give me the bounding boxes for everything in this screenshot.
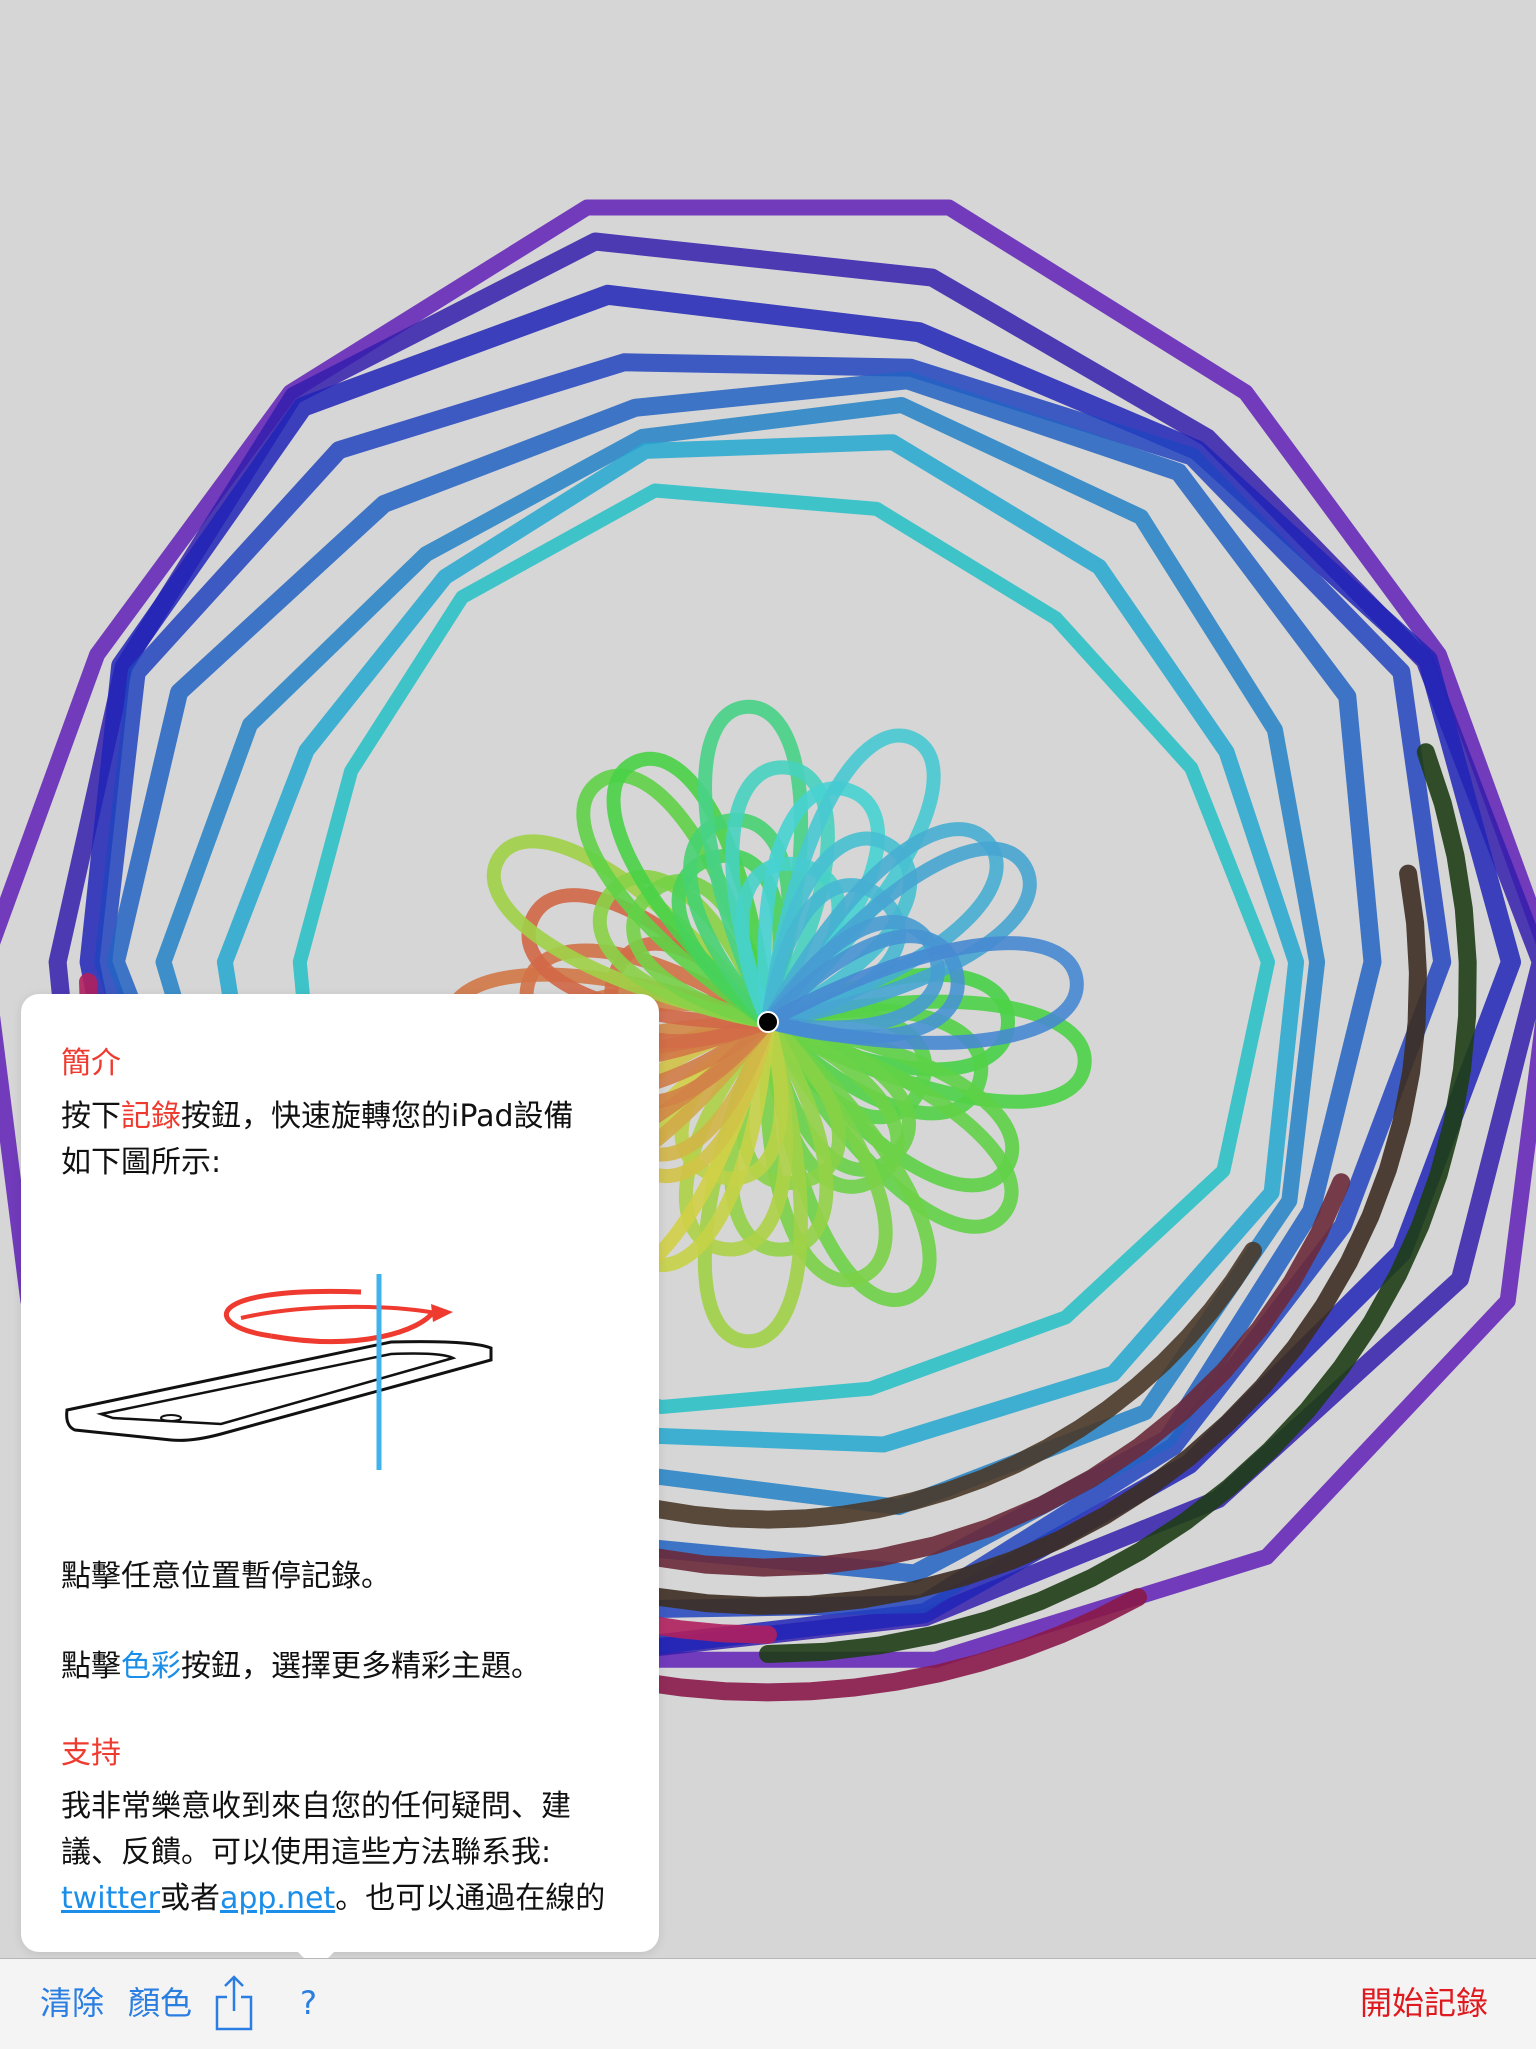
color-word: 色彩 [121,1649,181,1684]
outer-ring-stroke [48,232,1536,1663]
flower-petal-stroke [761,831,918,1029]
support-line1: 我非常樂意收到來自您的任何疑問、建 [61,1789,571,1824]
flower-petal-stroke [761,841,1037,1029]
support-tail: 。也可以通過在線的 [335,1881,606,1916]
support-line2: 議、反饋。可以使用這些方法聯系我: [61,1835,552,1870]
color-button[interactable]: 顏色 [128,1984,193,2022]
intro-text: 按下記錄按鈕，快速旋轉您的iPad設備 如下圖所示: [61,1094,641,1186]
intro-pre: 按下 [61,1099,121,1134]
flower-petal-stroke [761,1003,989,1121]
flower-petal-stroke [757,781,885,1029]
flower-petal-stroke [761,936,1084,1050]
bottom-toolbar: 清除 顏色 ? 開始記錄 [0,1958,1536,2049]
start-record-button[interactable]: 開始記錄 [1360,1984,1489,2022]
outer-arc-stroke [759,743,1477,1663]
pause-text: 點擊任意位置暫停記錄。 [61,1559,391,1594]
outer-arc-stroke [646,864,1427,1615]
outer-ring-stroke [292,483,1275,1414]
intro-record-word: 記錄 [121,1099,181,1134]
support-title: 支持 [61,1736,121,1771]
intro-title: 簡介 [61,1046,121,1081]
color-text: 點擊色彩按鈕，選擇更多精彩主題。 [61,1644,641,1690]
twitter-link[interactable]: twitter [61,1881,160,1916]
color-pre: 點擊 [61,1649,121,1684]
outer-ring-stroke [216,434,1305,1453]
ipad-rotation-figure [65,1274,493,1470]
outer-ring-stroke [0,199,1536,1668]
color-post: 按鈕，選擇更多精彩主題。 [181,1649,541,1684]
center-dot [757,1011,779,1033]
outer-ring-stroke [94,353,1452,1619]
clear-button[interactable]: 清除 [40,1984,105,2022]
help-popover: 簡介 按下記錄按鈕，快速旋轉您的iPad設備 如下圖所示: 點擊任意位置暫停記錄… [21,994,659,1952]
or-text: 或者 [159,1881,220,1916]
help-button[interactable]: ? [300,1984,317,2022]
share-icon[interactable] [213,1973,255,2033]
appnet-link[interactable]: app.net [219,1881,336,1916]
flower-petal-stroke [759,1015,893,1288]
flower-petal-stroke [592,870,775,1029]
intro-post: 按鈕，快速旋轉您的iPad設備 [181,1099,574,1134]
intro-line2: 如下圖所示: [61,1145,222,1180]
support-text: 我非常樂意收到來自您的任何疑問、建 議、反饋。可以使用這些方法聯系我: twit… [61,1784,641,1922]
